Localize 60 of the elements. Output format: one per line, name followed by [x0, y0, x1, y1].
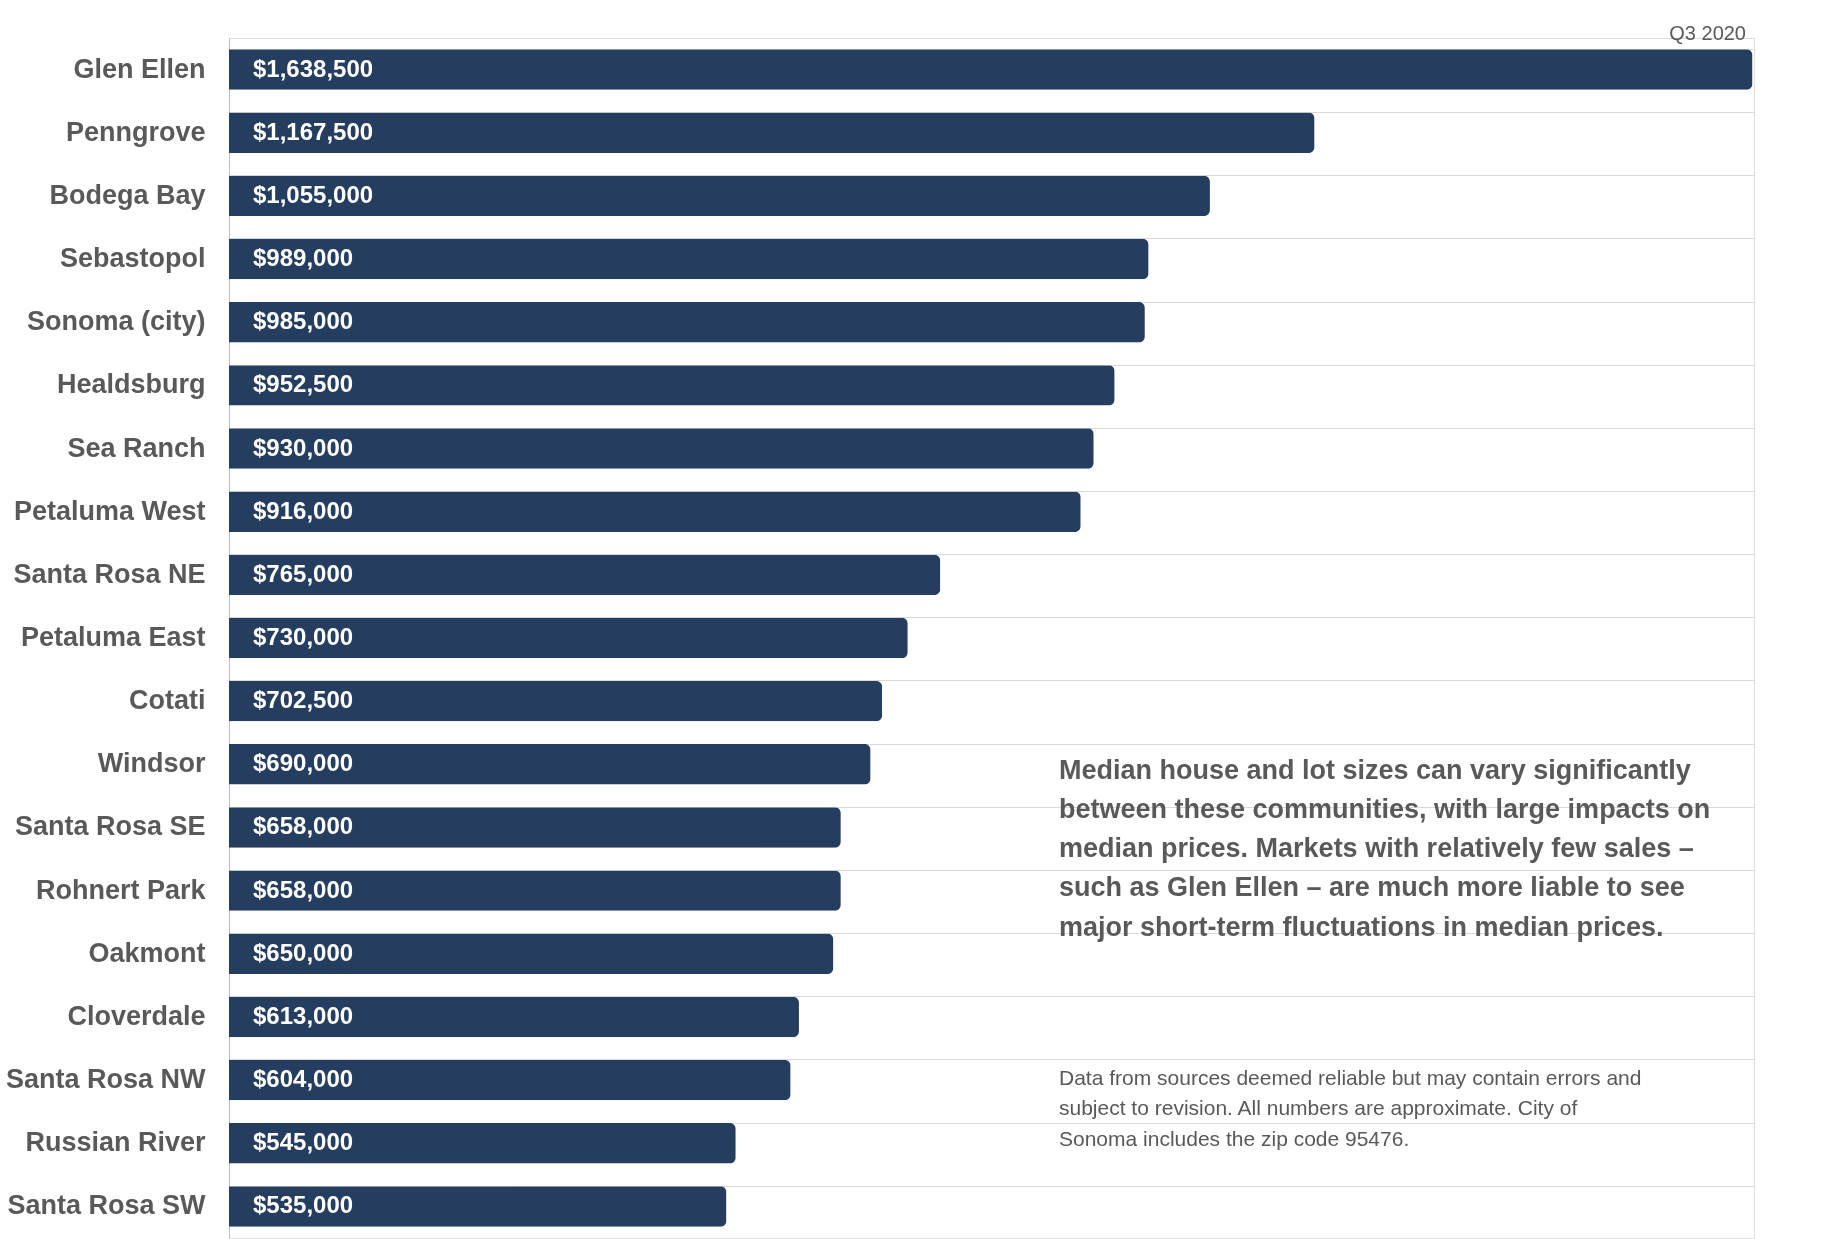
data-label: $765,000	[253, 559, 354, 587]
bar	[229, 49, 1753, 90]
bar	[229, 554, 941, 596]
data-label: $658,000	[253, 812, 354, 840]
data-label: $690,000	[253, 749, 354, 777]
data-label: $650,000	[253, 938, 354, 966]
y-tick-label: Bodega Bay	[49, 179, 206, 210]
data-label: $702,500	[253, 686, 354, 714]
data-label: $985,000	[253, 307, 354, 335]
data-label: $916,000	[253, 496, 354, 524]
bar	[229, 1123, 736, 1164]
bar	[229, 807, 841, 848]
y-tick-label: Windsor	[97, 748, 206, 779]
data-label: $535,000	[253, 1191, 354, 1219]
data-label: $1,167,500	[253, 117, 374, 145]
bar	[229, 933, 834, 974]
y-tick-label: Santa Rosa NW	[5, 1064, 206, 1095]
y-tick-label: Healdsburg	[56, 369, 206, 400]
y-tick-label: Sebastopol	[59, 243, 206, 274]
y-tick-label: Sonoma (city)	[26, 306, 206, 337]
data-label: $730,000	[253, 623, 354, 650]
data-label: $604,000	[253, 1065, 354, 1093]
bar	[229, 617, 908, 659]
y-tick-label: Santa Rosa SW	[7, 1190, 207, 1221]
y-tick-label: Glen Ellen	[73, 53, 206, 84]
bar	[229, 302, 1145, 343]
annotation: Median house and lot sizes can vary significantly between these communities, with large impacts on median prices. Markets with relatively few sales – such as Glen Ellen – are much more liable to see major short-term fluctuations in median prices.	[1059, 755, 1711, 942]
data-label: $545,000	[253, 1128, 354, 1156]
y-tick-label: Sea Ranch	[67, 432, 206, 463]
y-tick-label: Cotati	[129, 685, 206, 716]
data-label: $658,000	[253, 875, 354, 903]
y-tick-label: Rohnert Park	[35, 874, 207, 905]
data-label: $613,000	[253, 1001, 354, 1029]
data-label: $1,638,500	[253, 54, 374, 82]
y-tick-label: Cloverdale	[67, 1000, 206, 1031]
y-tick-label: Russian River	[25, 1127, 206, 1158]
bar	[229, 112, 1315, 153]
bar	[229, 1059, 791, 1101]
bar	[229, 680, 883, 722]
bar	[229, 428, 1094, 469]
bar	[229, 870, 841, 911]
y-tick-label: Petaluma East	[20, 622, 206, 652]
data-label: $930,000	[253, 433, 354, 461]
bar	[229, 365, 1115, 406]
y-tick-label: Santa Rosa SE	[14, 811, 206, 842]
bar	[229, 1186, 727, 1227]
annotation: Data from sources deemed reliable but may contain errors and subject to revision. All numbers are approximate. City of Sonoma includes the zip code 95476.	[1059, 1066, 1642, 1150]
y-tick-label: Petaluma West	[13, 495, 206, 526]
y-tick-label: Santa Rosa NE	[13, 558, 206, 589]
bar	[229, 491, 1081, 532]
bar	[229, 238, 1149, 280]
y-tick-label: Oakmont	[88, 937, 206, 968]
annotation: Q3 2020	[1669, 22, 1746, 44]
bar	[229, 744, 871, 785]
bar	[229, 996, 799, 1038]
data-label: $952,500	[253, 370, 354, 398]
y-tick-label: Penngrove	[65, 116, 206, 147]
data-label: $1,055,000	[253, 180, 374, 208]
data-label: $989,000	[253, 244, 354, 272]
bar	[229, 175, 1210, 217]
